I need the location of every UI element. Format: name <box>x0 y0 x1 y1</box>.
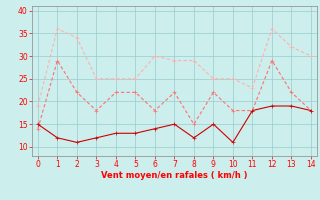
X-axis label: Vent moyen/en rafales ( km/h ): Vent moyen/en rafales ( km/h ) <box>101 171 248 180</box>
